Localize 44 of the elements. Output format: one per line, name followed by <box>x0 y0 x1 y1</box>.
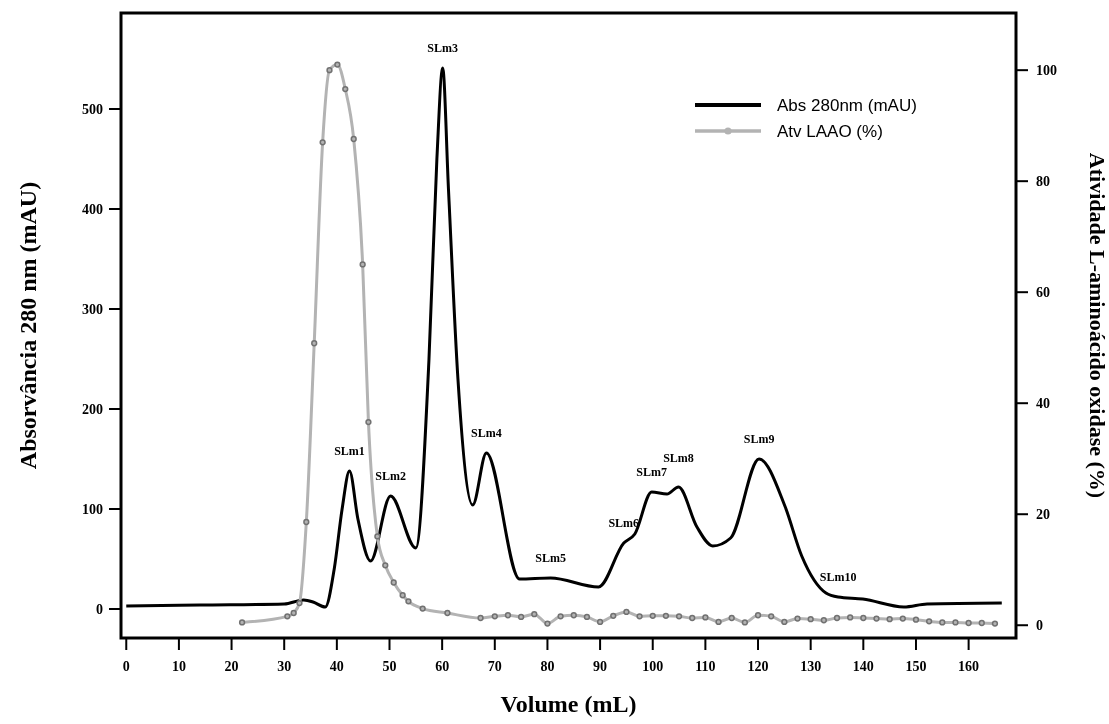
x-tick-label: 70 <box>487 659 502 674</box>
y2-tick-label: 40 <box>1036 396 1050 412</box>
x-tick-label: 10 <box>171 659 186 674</box>
x-tick-label: 90 <box>593 659 608 674</box>
y-tick-label: 0 <box>96 602 103 617</box>
legend-label: Atv LAAO (%) <box>777 122 883 141</box>
x-tick-label: 120 <box>747 659 769 674</box>
y-tick-label: 100 <box>82 502 103 517</box>
annotation: SLm3 <box>427 41 459 55</box>
x-tick-label: 100 <box>642 659 664 674</box>
y2-tick-label: 100 <box>1036 63 1057 79</box>
x-tick-label: 40 <box>329 659 344 674</box>
y2-axis-title: Atividade L-aminoácido oxidase (%) <box>1085 152 1109 499</box>
y-tick-label: 500 <box>82 102 103 117</box>
y-tick-label: 200 <box>82 402 103 417</box>
x-tick-label: 140 <box>852 659 874 674</box>
annotation: SLm7 <box>636 465 668 479</box>
x-tick-label: 110 <box>695 659 716 674</box>
x-axis-title: Volume (mL) <box>500 691 637 717</box>
y2-tick-label: 60 <box>1036 285 1050 301</box>
x-tick-label: 30 <box>277 659 292 674</box>
annotation: SLm8 <box>663 451 694 465</box>
x-tick-label: 150 <box>905 659 927 674</box>
y2-tick-label: 20 <box>1036 507 1050 523</box>
x-tick-label: 160 <box>958 659 980 674</box>
x-tick-label: 0 <box>122 659 130 674</box>
annotation: SLm6 <box>608 516 640 530</box>
annotation: SLm4 <box>471 426 502 440</box>
annotation: SLm5 <box>535 551 566 565</box>
annotation: SLm2 <box>375 469 406 483</box>
x-tick-label: 50 <box>382 659 397 674</box>
x-tick-label: 80 <box>540 659 555 674</box>
y2-tick-label: 80 <box>1036 174 1050 190</box>
y-tick-label: 300 <box>82 302 103 317</box>
y-axis-title: Absorvância 280 nm (mAU) <box>15 181 41 470</box>
annotation: SLm9 <box>743 432 775 446</box>
x-tick-label: 20 <box>224 659 239 674</box>
y-tick-label: 400 <box>82 202 103 217</box>
annotation: SLm1 <box>334 444 365 458</box>
annotation: SLm10 <box>819 570 857 584</box>
x-tick-label: 130 <box>800 659 822 674</box>
legend-label: Abs 280nm (mAU) <box>777 96 917 115</box>
y2-tick-label: 0 <box>1036 618 1043 634</box>
x-tick-label: 60 <box>435 659 450 674</box>
